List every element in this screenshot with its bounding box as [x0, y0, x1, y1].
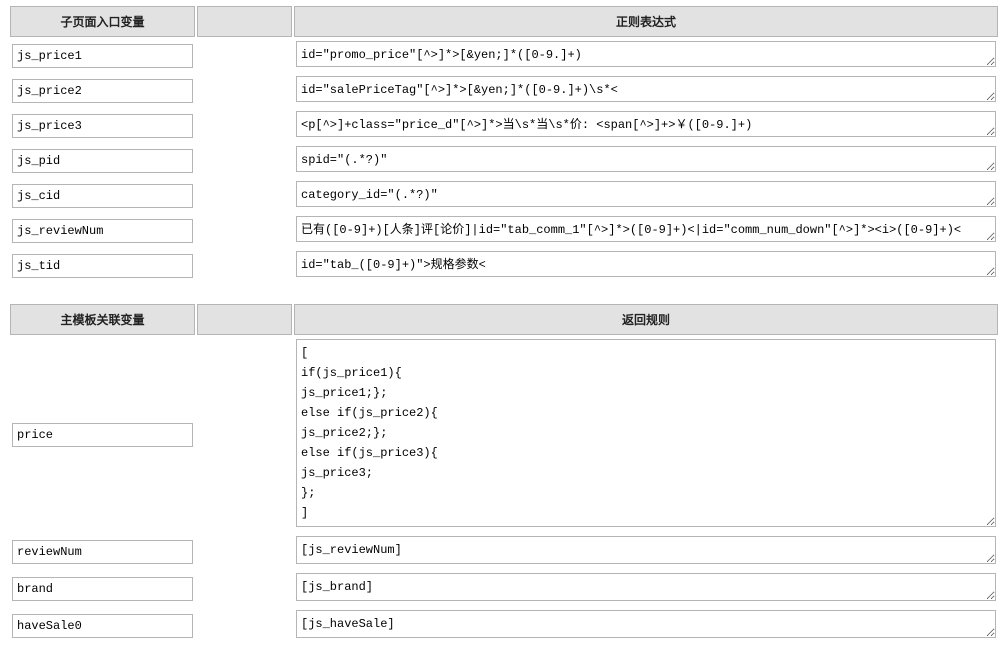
gap-cell — [197, 144, 292, 177]
gap-cell — [197, 179, 292, 212]
col-return-rule: 返回规则 — [294, 304, 998, 335]
table-row — [10, 214, 998, 247]
template-assoc-table: 主模板关联变量 返回规则 — [8, 302, 1000, 645]
gap-cell — [197, 571, 292, 606]
table-row — [10, 144, 998, 177]
gap-cell — [197, 39, 292, 72]
table-row — [10, 571, 998, 606]
variable-input[interactable] — [12, 577, 193, 601]
variable-input[interactable] — [12, 79, 193, 103]
regex-input[interactable] — [296, 76, 996, 102]
col-regex: 正则表达式 — [294, 6, 998, 37]
variable-input[interactable] — [12, 219, 193, 243]
variable-input[interactable] — [12, 254, 193, 278]
table-row — [10, 249, 998, 282]
table-row — [10, 608, 998, 643]
table-row — [10, 109, 998, 142]
rule-input[interactable] — [296, 536, 996, 564]
table-row — [10, 534, 998, 569]
gap-cell — [197, 109, 292, 142]
table-row — [10, 74, 998, 107]
subpage-entry-table: 子页面入口变量 正则表达式 — [8, 4, 1000, 284]
table-row — [10, 39, 998, 72]
variable-input[interactable] — [12, 540, 193, 564]
regex-input[interactable] — [296, 111, 996, 137]
col-gap — [197, 304, 292, 335]
variable-input[interactable] — [12, 184, 193, 208]
gap-cell — [197, 214, 292, 247]
table-row — [10, 337, 998, 532]
col-subpage-variable: 子页面入口变量 — [10, 6, 195, 37]
gap-cell — [197, 608, 292, 643]
regex-input[interactable] — [296, 41, 996, 67]
regex-input[interactable] — [296, 181, 996, 207]
regex-input[interactable] — [296, 251, 996, 277]
gap-cell — [197, 534, 292, 569]
regex-input[interactable] — [296, 216, 996, 242]
gap-cell — [197, 249, 292, 282]
variable-input[interactable] — [12, 423, 193, 447]
col-gap — [197, 6, 292, 37]
gap-cell — [197, 337, 292, 532]
rule-input[interactable] — [296, 610, 996, 638]
regex-input[interactable] — [296, 146, 996, 172]
variable-input[interactable] — [12, 614, 193, 638]
table-row — [10, 179, 998, 212]
rule-input[interactable] — [296, 339, 996, 527]
variable-input[interactable] — [12, 114, 193, 138]
variable-input[interactable] — [12, 149, 193, 173]
rule-input[interactable] — [296, 573, 996, 601]
gap-cell — [197, 74, 292, 107]
col-template-variable: 主模板关联变量 — [10, 304, 195, 335]
variable-input[interactable] — [12, 44, 193, 68]
